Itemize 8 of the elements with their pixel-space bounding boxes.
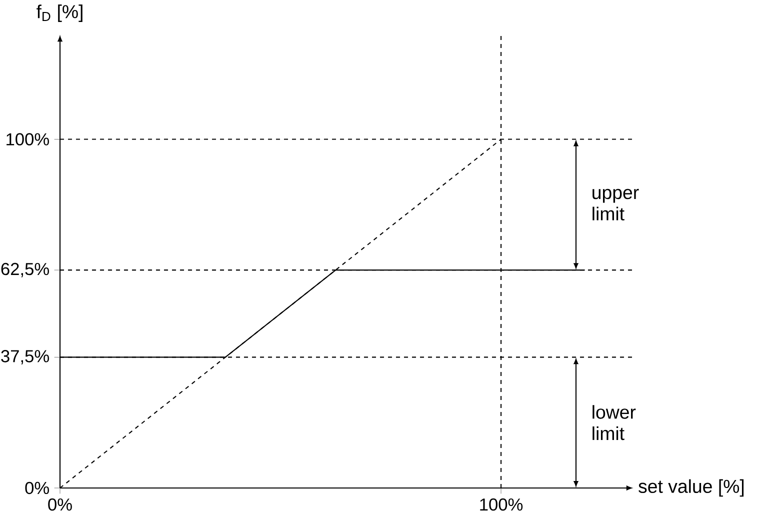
annotation: upper limit [592,188,639,220]
annotation: lower limit [592,405,636,440]
y-tick-label: 62,5% [1,262,49,278]
y-tick-label: 100% [6,133,49,146]
x-axis-title: set value [%] [638,479,744,497]
y-tick-label: 37,5% [1,350,49,364]
y-tick-label: 0% [25,482,49,494]
y-axis-title: f$_{D}$ [%] [36,4,82,22]
